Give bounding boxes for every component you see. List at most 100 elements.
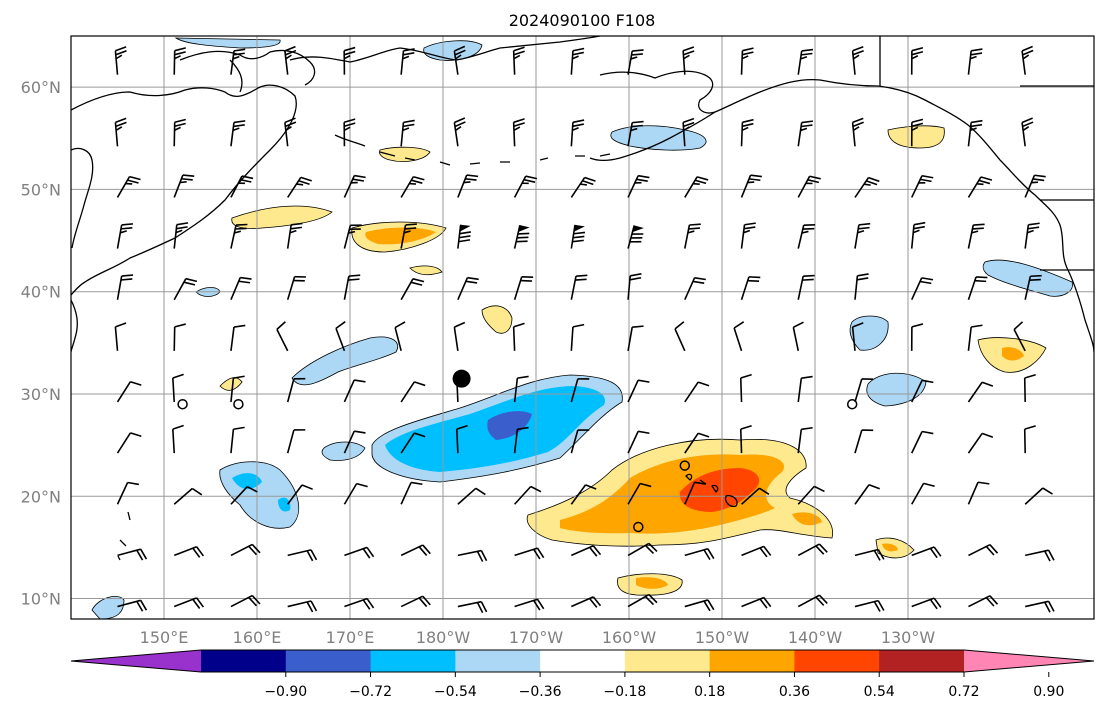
negative-anomaly-small — [174, 37, 281, 49]
wind-barb — [797, 223, 816, 249]
wind-barb — [740, 174, 762, 198]
wind-barb — [967, 119, 983, 147]
wind-barb — [1013, 321, 1026, 352]
wind-barb — [854, 378, 874, 403]
positive-anomaly-small — [887, 125, 945, 149]
wind-barb — [457, 600, 488, 614]
colorbar-tick-label: −0.54 — [434, 684, 477, 700]
negative-anomaly-small — [866, 372, 927, 407]
wind-barb — [173, 118, 186, 147]
coastline-canada — [879, 36, 1094, 271]
wind-barb — [910, 46, 924, 75]
wind-barb — [512, 46, 525, 75]
colorbar-extend-max — [964, 650, 1094, 672]
wind-barb — [400, 544, 431, 557]
wind-barb — [740, 47, 754, 75]
colorbar-segment — [709, 650, 795, 672]
wind-barb — [286, 275, 307, 300]
wind-barb — [968, 595, 999, 608]
coastline-asia — [71, 147, 94, 249]
wind-barb — [230, 120, 246, 147]
wind-barb — [854, 176, 880, 198]
wind-barb — [287, 549, 318, 562]
positive-anomaly-small — [636, 577, 668, 589]
wind-barb — [343, 379, 366, 403]
wind-barb — [910, 221, 926, 249]
wind-barb — [230, 324, 246, 351]
wind-barb — [173, 546, 205, 558]
wind-barb — [684, 599, 715, 612]
wind-barb — [453, 321, 466, 351]
map-panel — [70, 35, 1095, 620]
colorbar-outline — [70, 649, 1095, 673]
positive-anomaly-small — [409, 265, 443, 276]
wind-barb — [797, 485, 825, 505]
lon-tick-label: 140°W — [788, 628, 843, 647]
lon-tick-label: 160°E — [233, 628, 282, 647]
positive-anomaly-strong-core — [679, 468, 760, 512]
colorbar-extend-min — [71, 650, 201, 672]
lon-tick-label: 170°W — [509, 628, 564, 647]
wind-barb — [684, 381, 710, 403]
lon-tick-label: 130°W — [881, 628, 936, 647]
colorbar-tick-label: −0.36 — [519, 684, 562, 700]
wind-barb — [513, 375, 529, 403]
wind-barb — [910, 174, 934, 198]
wind-barb — [627, 272, 642, 300]
negative-anomaly-small — [321, 441, 366, 461]
wind-barb — [570, 323, 585, 351]
lon-tick-label: 170°E — [326, 628, 375, 647]
wind-barb — [343, 46, 356, 75]
colorbar-tick-label: 0.36 — [779, 684, 810, 700]
colorbar-segment — [879, 650, 965, 672]
wind-barb — [797, 543, 828, 557]
lon-tick-label: 180°W — [416, 628, 471, 647]
positive-anomaly-small — [365, 227, 436, 245]
wind-barb — [284, 45, 297, 75]
wind-barb — [173, 174, 195, 198]
wind-barb — [967, 48, 983, 75]
colorbar-segment — [540, 650, 626, 672]
colorbar-segment — [794, 650, 880, 672]
positive-anomaly-small — [219, 377, 243, 391]
wind-barb — [230, 485, 258, 505]
wind-barb — [117, 599, 148, 612]
wind-barb — [911, 482, 935, 505]
negative-anomaly-small — [91, 596, 125, 619]
wind-barb — [854, 599, 885, 612]
wind-barb — [394, 321, 406, 352]
wind-barb — [627, 379, 650, 403]
wind-barb — [910, 277, 934, 301]
lon-tick-label: 150°E — [140, 628, 189, 647]
wind-barb — [514, 485, 542, 505]
wind-barb — [854, 484, 880, 505]
wind-barb — [854, 548, 885, 561]
positive-anomaly-small — [882, 543, 898, 552]
wind-barb — [1025, 549, 1055, 562]
wind-barb — [343, 430, 366, 454]
wind-barb — [910, 118, 924, 147]
lat-tick-label: 30°N — [21, 385, 61, 404]
wind-barb — [172, 424, 184, 454]
positive-anomaly-small — [1002, 347, 1024, 361]
longitude-tick-labels: 150°E 160°E 170°E 180°W 170°W 160°W 150°W 140°W… — [140, 628, 936, 647]
wind-barb — [114, 322, 127, 351]
wind-barb — [797, 48, 814, 75]
wind-barb — [343, 274, 361, 300]
wind-barb — [400, 175, 425, 198]
wind-barb — [230, 48, 246, 75]
station-marker — [679, 460, 691, 471]
lat-tick-label: 20°N — [21, 487, 61, 506]
wind-barb — [627, 542, 658, 557]
wind-barb — [230, 276, 252, 301]
negative-anomaly-small — [291, 336, 398, 386]
wind-barb — [627, 482, 652, 505]
wind-barb — [910, 430, 934, 454]
wind-barb — [453, 117, 466, 147]
wind-barb — [116, 380, 142, 403]
wind-barb — [287, 484, 313, 505]
wind-barb — [684, 432, 710, 454]
wind-barb — [739, 425, 752, 454]
wind-barb — [457, 276, 479, 301]
wind-barb — [627, 174, 650, 198]
